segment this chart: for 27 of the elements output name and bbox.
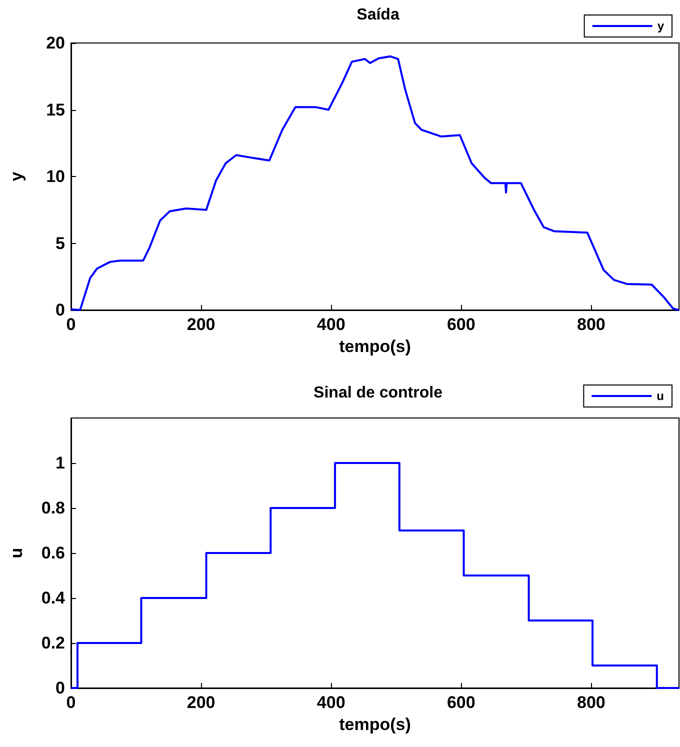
x-tick-label: 600	[446, 693, 476, 712]
y-axis-title: u	[7, 548, 26, 558]
x-tick-label: 400	[316, 315, 346, 334]
y-tick-label: 0	[56, 300, 65, 320]
y-tick-label: 5	[56, 234, 65, 253]
y-tick-label: 15	[46, 100, 65, 120]
y-tick-label: 10	[46, 167, 65, 186]
x-tick-label: 200	[186, 315, 216, 334]
y-axis-title: y	[7, 171, 26, 182]
x-tick-label: 600	[446, 315, 476, 334]
y-tick-label: 0.6	[41, 544, 65, 562]
x-tick-label: 800	[577, 693, 606, 712]
x-axis-title: tempo(s)	[339, 714, 411, 734]
y-tick-label: 0.2	[41, 634, 65, 652]
x-tick-label: 200	[186, 693, 216, 712]
legend-label: y	[657, 19, 664, 33]
chart-title: Saída	[356, 6, 400, 24]
y-tick-label: 20	[46, 34, 65, 52]
y-tick-label: 1	[56, 454, 65, 472]
y-tick-label: 0.4	[41, 588, 66, 608]
x-tick-label: 800	[577, 315, 606, 334]
y-tick-label: 0	[56, 678, 65, 698]
legend-label: u	[656, 389, 664, 403]
x-axis-title: tempo(s)	[339, 336, 411, 356]
y-tick-label: 0.8	[41, 498, 65, 518]
x-tick-label: 400	[316, 693, 346, 712]
chart-title: Sinal de controle	[314, 384, 443, 402]
